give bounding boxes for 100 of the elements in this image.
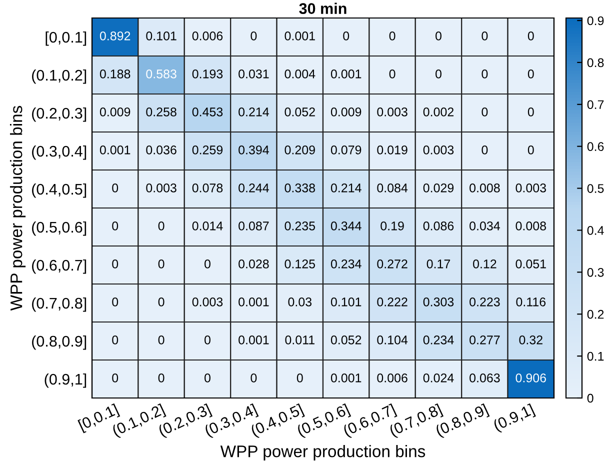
data-label: 0 [482,108,488,116]
data-label: 0.051 [516,260,546,268]
color-bar-label: 0.1 [587,352,604,361]
data-label: 0.344 [330,222,362,230]
data-label: 0.101 [330,298,362,306]
data-label: 0.101 [146,32,176,40]
data-label: 0.188 [100,70,130,78]
data-label: 0.006 [192,32,223,40]
data-label: 0.193 [192,70,223,78]
data-label: 0.12 [473,260,496,268]
data-label: 0.214 [238,108,269,116]
data-label: 0 [158,374,164,382]
data-label: 0.001 [238,336,269,344]
y-axis-title: WPP power production bins [10,106,26,311]
data-label: 0 [112,374,118,382]
data-label: 0.223 [470,298,500,306]
data-label: 0.001 [100,146,130,154]
data-label: 0.024 [423,374,454,382]
data-label: 0.006 [377,374,408,382]
data-label: 0.001 [330,374,362,382]
data-label: 0 [528,70,534,78]
data-label: 0 [250,374,257,382]
data-label: 0.116 [516,298,546,306]
data-label: 0.028 [238,260,269,268]
data-label: 0.029 [423,184,454,192]
color-bar-label: 0.5 [587,184,604,193]
data-label: 0.052 [330,336,362,344]
data-label: 0.011 [285,336,314,344]
data-label: 0.272 [377,260,408,268]
data-label: 0 [528,146,534,154]
color-bar-label: 0.4 [587,226,604,235]
data-label: 0.234 [330,260,362,268]
color-bar-label: 0.7 [587,100,604,110]
data-label: 0 [482,70,488,78]
color-bar-label: 0.6 [587,142,604,151]
data-label: 0 [389,70,396,78]
data-label: 0.001 [238,298,269,306]
data-label: 0 [158,260,164,268]
y-tick-label: (0.2,0.3] [32,107,86,122]
data-label: 0.004 [284,70,316,78]
data-label: 0.244 [238,184,269,192]
data-label: 0 [528,32,534,40]
y-tick-label: (0.4,0.5] [32,183,86,198]
data-label: 0.052 [284,108,315,116]
data-label: 0.03 [288,298,312,306]
color-bar-label: 0 [587,394,594,403]
color-bar-label: 0.3 [587,268,604,277]
data-label: 0.277 [470,336,500,344]
data-label: 0.084 [377,184,408,192]
data-label: 0.303 [423,298,454,306]
y-tick-label: (0.7,0.8] [32,297,86,312]
data-label: 0.19 [380,222,404,230]
data-label: 0.009 [330,108,362,116]
data-label: 0.259 [192,146,223,154]
y-tick-label: (0.9,1] [44,373,86,388]
data-label: 0.003 [423,146,454,154]
data-label: 0.583 [146,70,176,78]
data-label: 0.003 [377,108,408,116]
data-label: 0 [158,298,164,306]
data-label: 0.125 [284,260,316,268]
data-label: 0 [112,222,118,230]
data-label: 0.086 [423,222,454,230]
data-label: 0.008 [470,184,500,192]
data-label: 0.906 [516,374,546,382]
data-label: 0.104 [377,336,408,344]
data-label: 0 [158,222,164,230]
y-tick-label: (0.6,0.7] [32,259,86,274]
data-label: 0 [112,260,118,268]
data-label: 0 [296,374,303,382]
data-label: 0.014 [192,222,223,230]
color-bar-label: 0.8 [587,58,604,68]
data-label: 0 [158,336,164,344]
data-label: 0 [112,336,118,344]
color-bar-label: 0.9 [587,16,604,26]
data-label: 0.17 [426,260,450,268]
y-tick-label: (0.5,0.6] [32,221,86,236]
data-label: 0.003 [192,298,223,306]
data-label: 0.214 [330,184,362,192]
data-label: 0.031 [238,70,269,78]
y-tick-label: [0,0.1] [46,31,86,46]
x-axis-title: WPP power production bins [220,445,426,461]
data-label: 0.002 [423,108,454,116]
data-label: 0.222 [377,298,408,306]
y-tick-label: (0.3,0.4] [32,145,86,160]
data-label: 0.258 [146,108,176,116]
y-tick-label: (0.1,0.2] [32,69,86,84]
data-label: 0.034 [470,222,500,230]
data-label: 0.003 [146,184,176,192]
data-label: 0.079 [330,146,362,154]
data-label: 0 [436,70,442,78]
chart-title: 30 min [299,2,346,14]
data-label: 0.32 [519,336,542,344]
data-label: 0.209 [284,146,315,154]
data-label: 0.235 [284,222,316,230]
data-label: 0.009 [100,108,130,116]
data-label: 0.078 [192,184,223,192]
data-label: 0 [389,32,396,40]
data-label: 0 [343,32,350,40]
data-label: 0.019 [377,146,408,154]
data-label: 0 [528,108,534,116]
